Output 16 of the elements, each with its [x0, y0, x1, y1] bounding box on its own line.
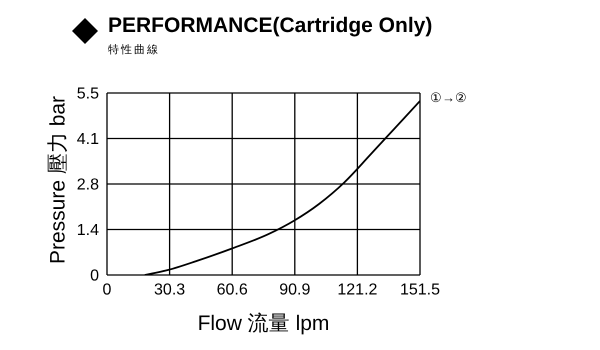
x-tick-label: 90.9: [279, 281, 310, 298]
y-axis-title: Pressure 壓力 bar: [46, 96, 70, 264]
y-tick-label: 0: [90, 268, 100, 285]
y-tick-label: 5.5: [76, 86, 100, 103]
chart-subtitle: 特性曲線: [108, 43, 160, 57]
x-tick-label: 30.3: [154, 281, 186, 298]
x-tick-label: 121.2: [337, 281, 378, 298]
x-tick-label: 0: [102, 281, 112, 298]
y-tick-label: 2.8: [76, 176, 100, 194]
y-tick-label: 1.4: [76, 222, 100, 240]
x-axis-title: Flow 流量 lpm: [198, 312, 330, 335]
y-tick-label: 4.1: [76, 131, 100, 148]
x-tick-label: 60.6: [216, 281, 248, 298]
x-tick-label: 151.5: [400, 281, 440, 298]
chart-title: PERFORMANCE(Cartridge Only): [108, 14, 432, 38]
text: ①→②: [430, 90, 467, 105]
